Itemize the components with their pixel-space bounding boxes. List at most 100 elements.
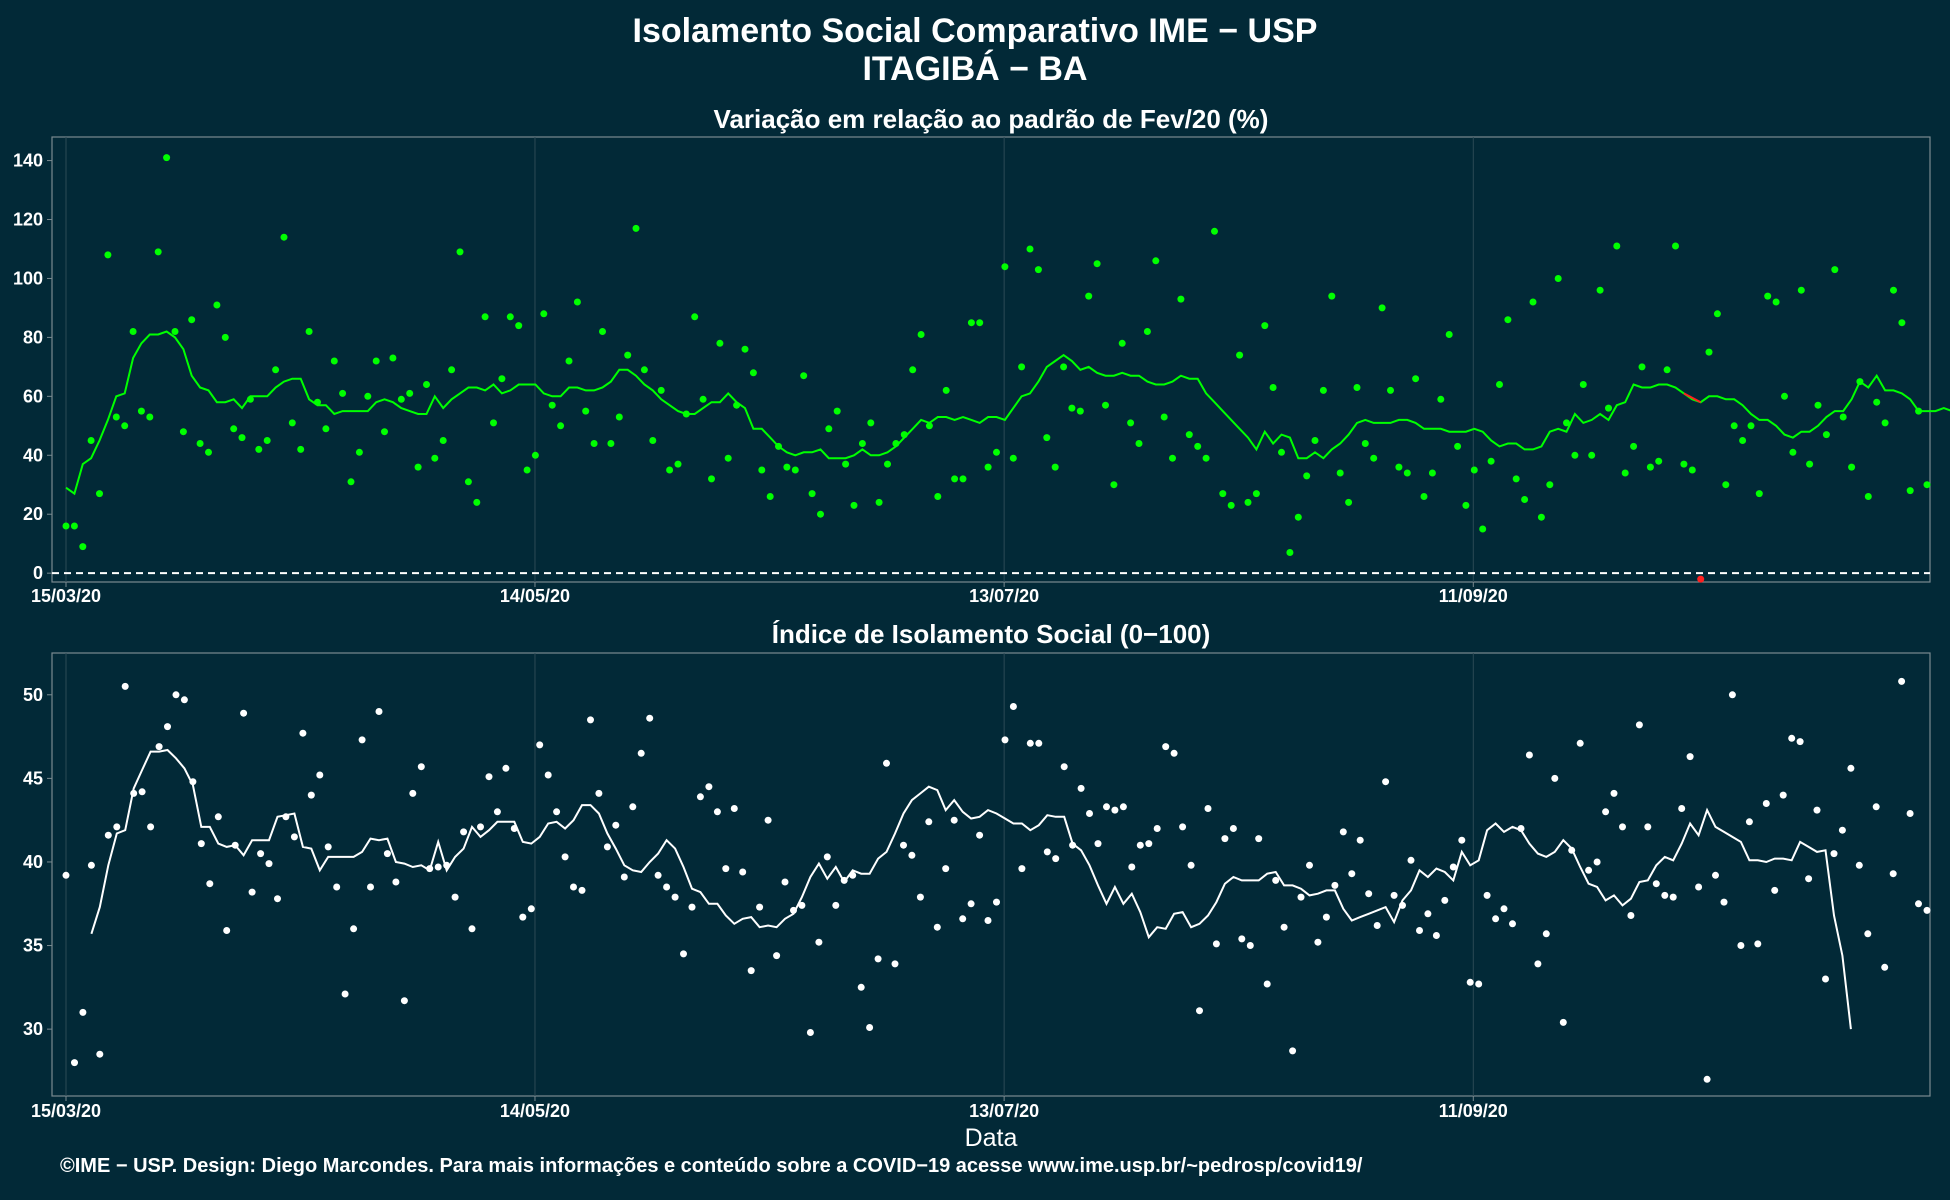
data-point: [1009, 703, 1017, 710]
data-point: [299, 729, 307, 737]
data-point: [578, 886, 586, 894]
data-point: [146, 413, 154, 421]
data-point: [188, 316, 196, 324]
data-point: [383, 850, 391, 858]
data-point: [1915, 900, 1922, 908]
data-point: [1797, 286, 1805, 294]
data-point: [71, 1059, 78, 1067]
data-point: [959, 475, 967, 483]
data-point: [909, 366, 917, 374]
data-point: [1890, 286, 1897, 294]
data-point: [1525, 751, 1533, 759]
data-point: [798, 901, 806, 909]
data-point: [790, 906, 797, 914]
data-point: [367, 883, 374, 891]
data-point: [1093, 260, 1101, 268]
data-point: [1118, 339, 1126, 347]
data-point: [933, 923, 941, 931]
data-point: [1496, 381, 1503, 388]
data-point: [288, 419, 296, 427]
data-point: [510, 825, 518, 832]
data-point: [1806, 460, 1814, 468]
data-point: [959, 915, 967, 923]
data-point: [1052, 855, 1060, 863]
data-point: [1627, 912, 1635, 919]
data-point: [1204, 805, 1212, 812]
data-point: [1094, 840, 1102, 848]
data-point: [713, 808, 721, 816]
data-point: [1822, 975, 1829, 983]
data-point: [607, 440, 615, 447]
data-point: [699, 395, 707, 403]
data-point: [1830, 850, 1838, 858]
data-point: [155, 743, 163, 751]
data-point: [1613, 242, 1621, 250]
data-point: [730, 805, 738, 812]
data-point: [147, 823, 155, 831]
data-point: [587, 716, 594, 724]
data-point: [663, 883, 671, 891]
data-point: [1635, 721, 1643, 729]
data-point: [747, 967, 755, 975]
data-point: [620, 873, 628, 881]
moving-average-line: [90, 748, 1852, 1030]
data-point: [791, 466, 799, 474]
data-point: [1153, 825, 1161, 832]
data-point: [833, 407, 841, 415]
data-point: [766, 493, 774, 500]
data-point: [290, 833, 298, 841]
data-point: [624, 351, 632, 359]
data-point: [527, 905, 535, 913]
data-point: [595, 789, 603, 797]
data-point: [1407, 856, 1415, 864]
data-point: [1680, 460, 1688, 468]
data-point: [397, 395, 405, 403]
data-point: [925, 422, 933, 430]
data-point: [355, 448, 363, 456]
data-point: [1703, 1075, 1711, 1083]
data-point: [1454, 442, 1462, 450]
data-point: [358, 736, 366, 744]
data-point: [674, 460, 682, 468]
data-point: [806, 1029, 814, 1036]
data-point: [1571, 451, 1579, 459]
data-point: [1697, 575, 1705, 583]
data-point: [506, 313, 514, 321]
data-point: [113, 823, 121, 831]
data-point: [1534, 960, 1542, 968]
data-point: [1923, 481, 1931, 489]
data-point: [1018, 865, 1026, 873]
data-point: [213, 301, 221, 309]
data-point: [1739, 437, 1747, 444]
data-point: [414, 463, 422, 471]
data-point: [1906, 487, 1914, 495]
data-point: [1162, 743, 1170, 751]
data-point: [1839, 413, 1847, 421]
y-tick-label: 50: [23, 685, 43, 705]
data-point: [917, 331, 925, 338]
data-point: [231, 841, 239, 849]
data-point: [473, 498, 481, 506]
data-point: [104, 251, 112, 259]
data-point: [214, 813, 222, 821]
data-point: [1202, 454, 1210, 462]
data-point: [498, 375, 506, 383]
data-point: [515, 322, 523, 330]
data-point: [1229, 825, 1237, 832]
data-point: [1705, 348, 1713, 356]
data-point: [305, 328, 313, 335]
data-point: [1915, 407, 1923, 415]
data-point: [1781, 392, 1788, 400]
data-point: [1018, 363, 1026, 371]
data-point: [874, 955, 882, 963]
data-point: [1395, 463, 1403, 471]
data-point: [1619, 823, 1626, 831]
data-point: [205, 448, 212, 456]
data-point: [950, 816, 958, 824]
data-point: [426, 865, 434, 873]
data-point: [1428, 469, 1436, 477]
data-point: [1211, 227, 1218, 235]
data-point: [849, 871, 857, 879]
data-point: [993, 898, 1000, 906]
